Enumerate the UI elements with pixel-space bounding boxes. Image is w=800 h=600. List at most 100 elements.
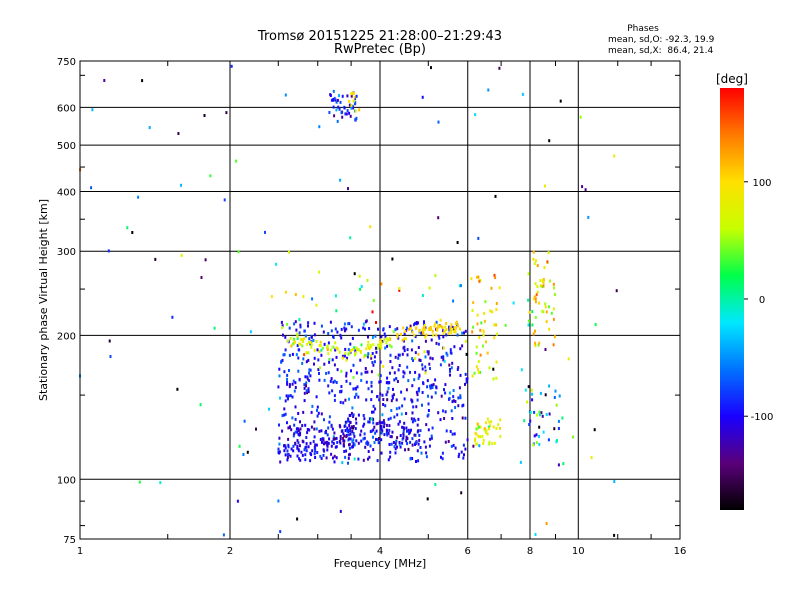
data-point [489,309,492,313]
data-point [352,387,355,391]
x-tick-label: 10 [572,546,585,557]
data-point [426,497,429,501]
data-point [392,330,395,334]
data-point [230,64,233,68]
data-point [450,444,453,448]
data-point [488,427,491,431]
data-point [459,373,462,377]
data-point [333,363,336,367]
data-point [285,394,288,398]
data-point [379,338,382,342]
data-point [246,450,249,454]
data-point [389,338,392,341]
data-point [394,447,397,451]
stats-x-mode: mean, sd,X: 86.4, 21.4 [608,46,714,56]
data-point [370,390,373,394]
data-point [313,348,316,352]
data-point [277,447,280,451]
data-point [402,375,405,379]
data-point [540,411,543,415]
data-point [484,300,487,304]
data-point [433,324,436,328]
y-tick-label: 300 [57,247,76,258]
data-point [476,442,478,446]
data-point [286,377,288,381]
data-point [472,325,474,329]
data-point [336,368,339,372]
data-point [434,378,437,382]
data-point [527,319,530,323]
data-point [342,436,345,440]
data-point [347,348,350,351]
data-point [394,355,397,359]
data-point [305,445,308,449]
data-point [364,367,367,370]
data-point [444,383,447,387]
data-point [480,321,483,325]
data-point [478,444,481,448]
data-point [398,406,401,410]
data-point [327,426,330,430]
data-point [291,352,294,356]
data-point [297,356,300,360]
data-point [310,425,313,429]
data-point [543,266,546,270]
data-point [368,327,371,330]
data-point [299,458,302,462]
data-point [561,416,564,420]
data-point [403,427,406,431]
data-point [417,352,420,356]
data-point [476,322,479,326]
data-point [313,435,316,439]
data-point [382,419,385,423]
data-point [292,379,295,383]
data-point [293,337,296,341]
data-point [531,323,534,327]
data-point [348,322,351,326]
data-point [353,395,356,399]
data-point [278,436,281,440]
data-point [552,317,555,321]
data-point [370,384,373,388]
data-point [465,380,468,384]
data-point [360,285,363,288]
data-point [370,398,373,402]
data-point [440,324,443,328]
data-point [306,428,309,431]
data-point [374,334,377,338]
data-point [449,430,452,433]
data-point [444,325,447,329]
data-point [297,441,300,445]
data-point [343,354,346,358]
data-point [534,297,537,301]
data-point [348,397,350,401]
data-point [493,323,496,327]
data-point [409,370,411,374]
data-point [341,461,344,465]
data-point [463,453,465,457]
data-point [449,373,451,377]
data-point [419,429,422,433]
data-point [375,321,377,324]
data-point [345,371,348,375]
data-point [379,360,382,364]
data-point [465,352,468,356]
data-point [419,446,422,449]
data-point [295,353,298,357]
data-point [426,379,429,383]
data-point [318,429,321,433]
data-point [492,367,495,371]
data-point [313,321,316,325]
data-point [293,322,296,326]
data-point [340,327,343,331]
data-point [371,336,374,339]
x-tick-label: 8 [527,546,533,557]
colorbar-gradient [720,88,744,510]
data-point [339,333,342,337]
data-point [345,327,348,331]
data-point [519,460,522,464]
data-point [395,377,398,380]
data-point [411,457,414,460]
data-point [542,284,545,288]
data-point [404,337,407,341]
